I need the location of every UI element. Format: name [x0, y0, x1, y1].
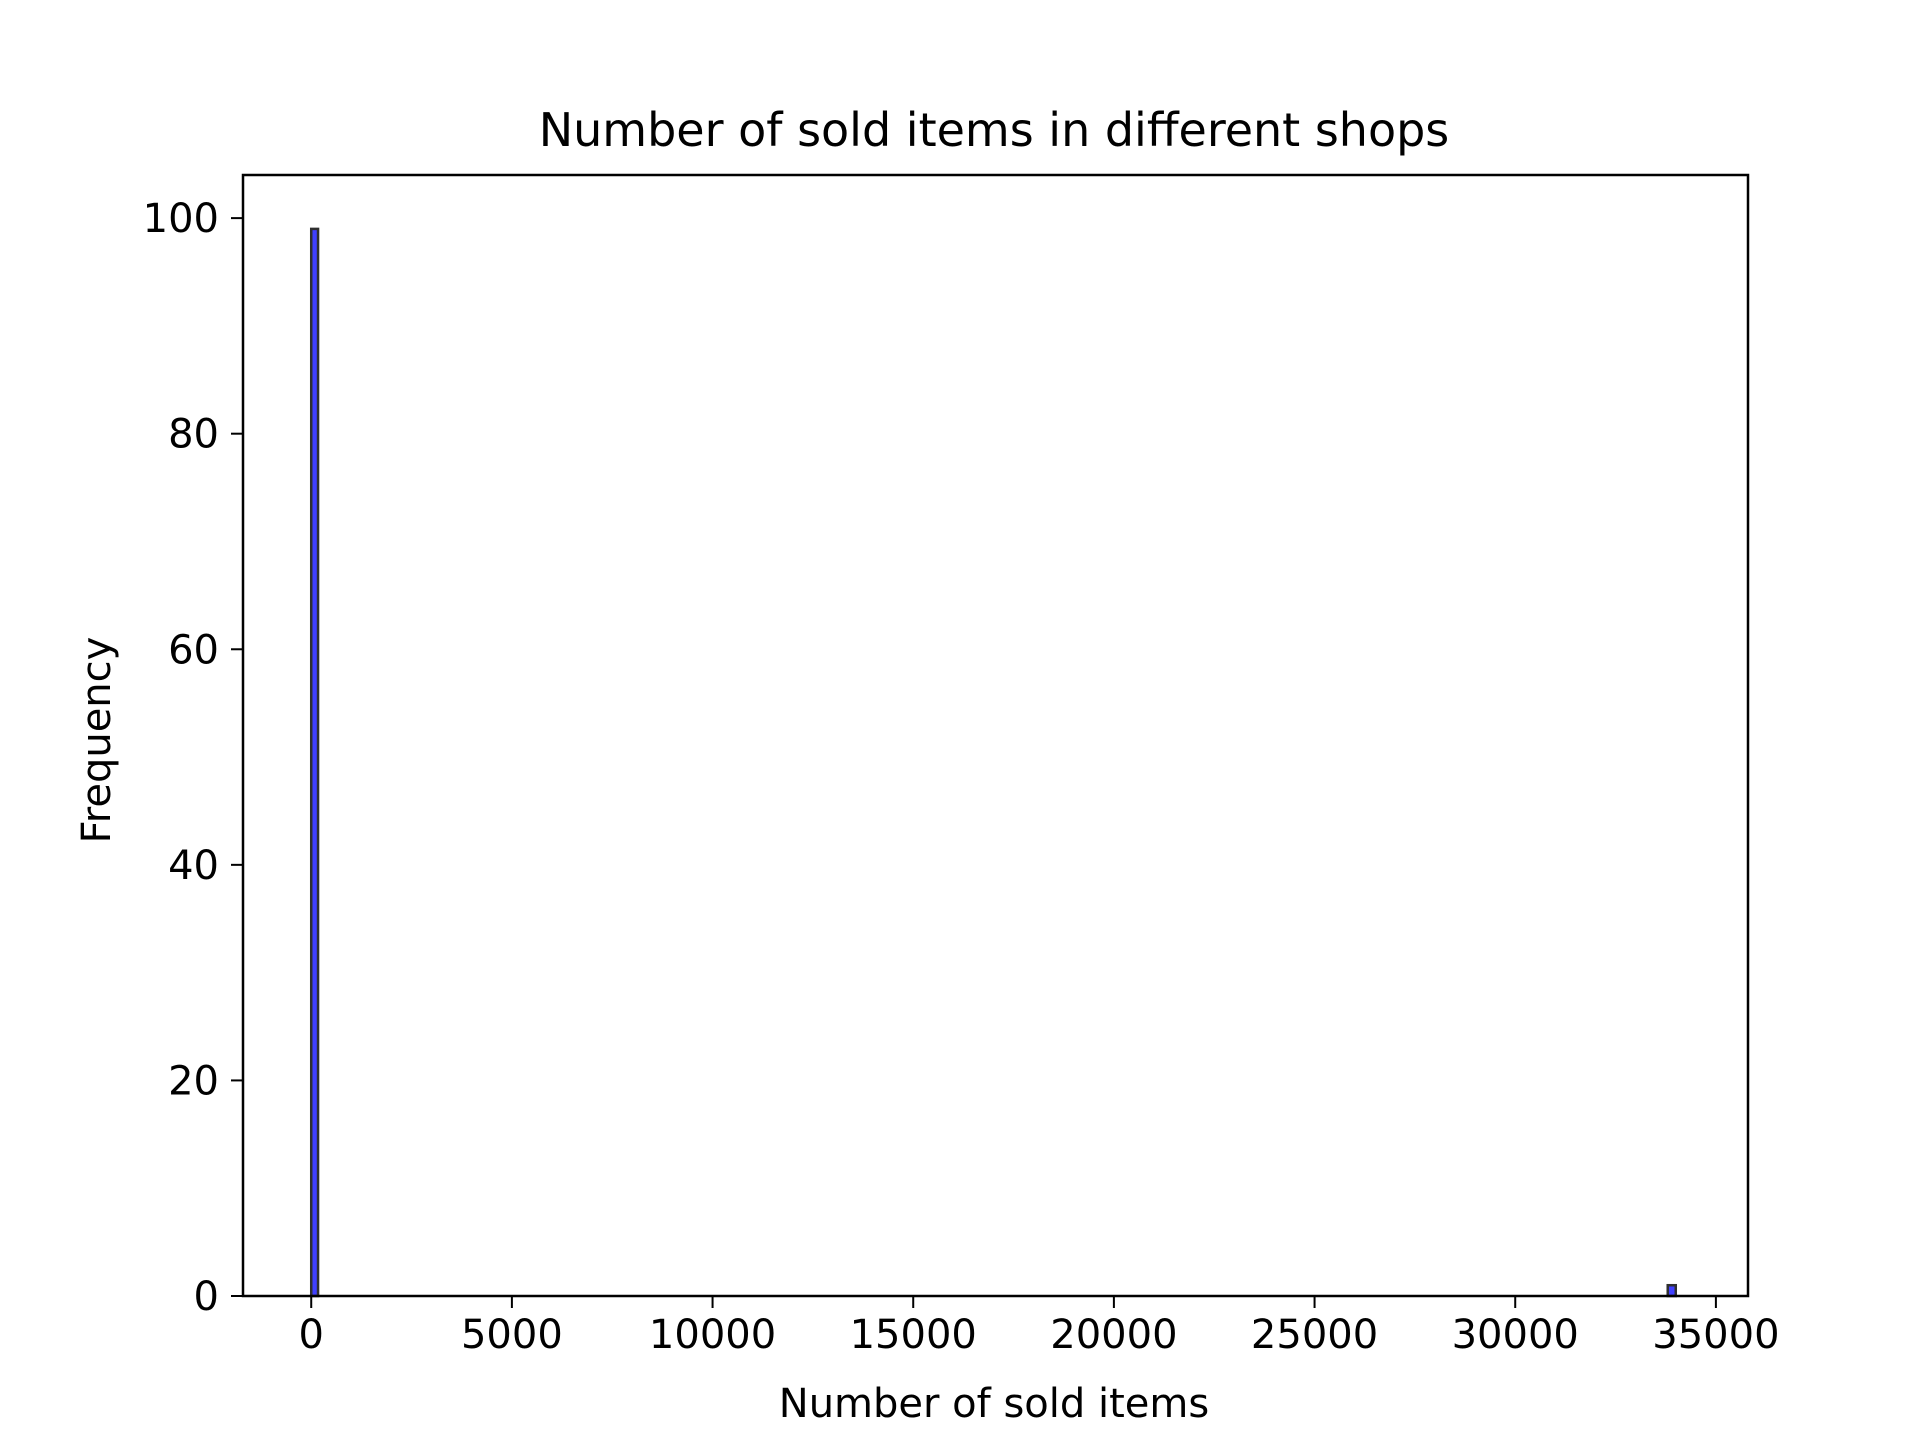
x-tick-label: 10000	[649, 1312, 776, 1358]
x-tick-label: 5000	[461, 1312, 563, 1358]
x-tick-label: 15000	[850, 1312, 977, 1358]
x-axis-label: Number of sold items	[779, 1381, 1209, 1427]
y-tick-label: 0	[194, 1274, 219, 1320]
x-tick-label: 20000	[1050, 1312, 1177, 1358]
histogram-bar-1	[1666, 1283, 1678, 1298]
y-tick-label: 80	[168, 412, 219, 458]
x-tick-label: 35000	[1652, 1312, 1779, 1358]
y-tick-label: 100	[143, 196, 219, 242]
x-tick-label: 0	[299, 1312, 324, 1358]
histogram-bar-0	[309, 227, 320, 1298]
x-tick-label: 30000	[1452, 1312, 1579, 1358]
bars-layer	[309, 227, 1678, 1298]
y-ticks: 0 20 40 60 80 100	[143, 196, 243, 1320]
plot-frame	[241, 173, 1750, 1298]
x-tick-label: 25000	[1251, 1312, 1378, 1358]
y-tick-label: 20	[168, 1058, 219, 1104]
chart-title: Number of sold items in different shops	[539, 103, 1450, 157]
x-ticks: 0 5000 10000 15000 20000 25000 30000 35000	[299, 1296, 1780, 1358]
y-tick-label: 60	[168, 627, 219, 673]
y-tick-label: 40	[168, 843, 219, 889]
y-axis-label: Frequency	[74, 637, 120, 844]
